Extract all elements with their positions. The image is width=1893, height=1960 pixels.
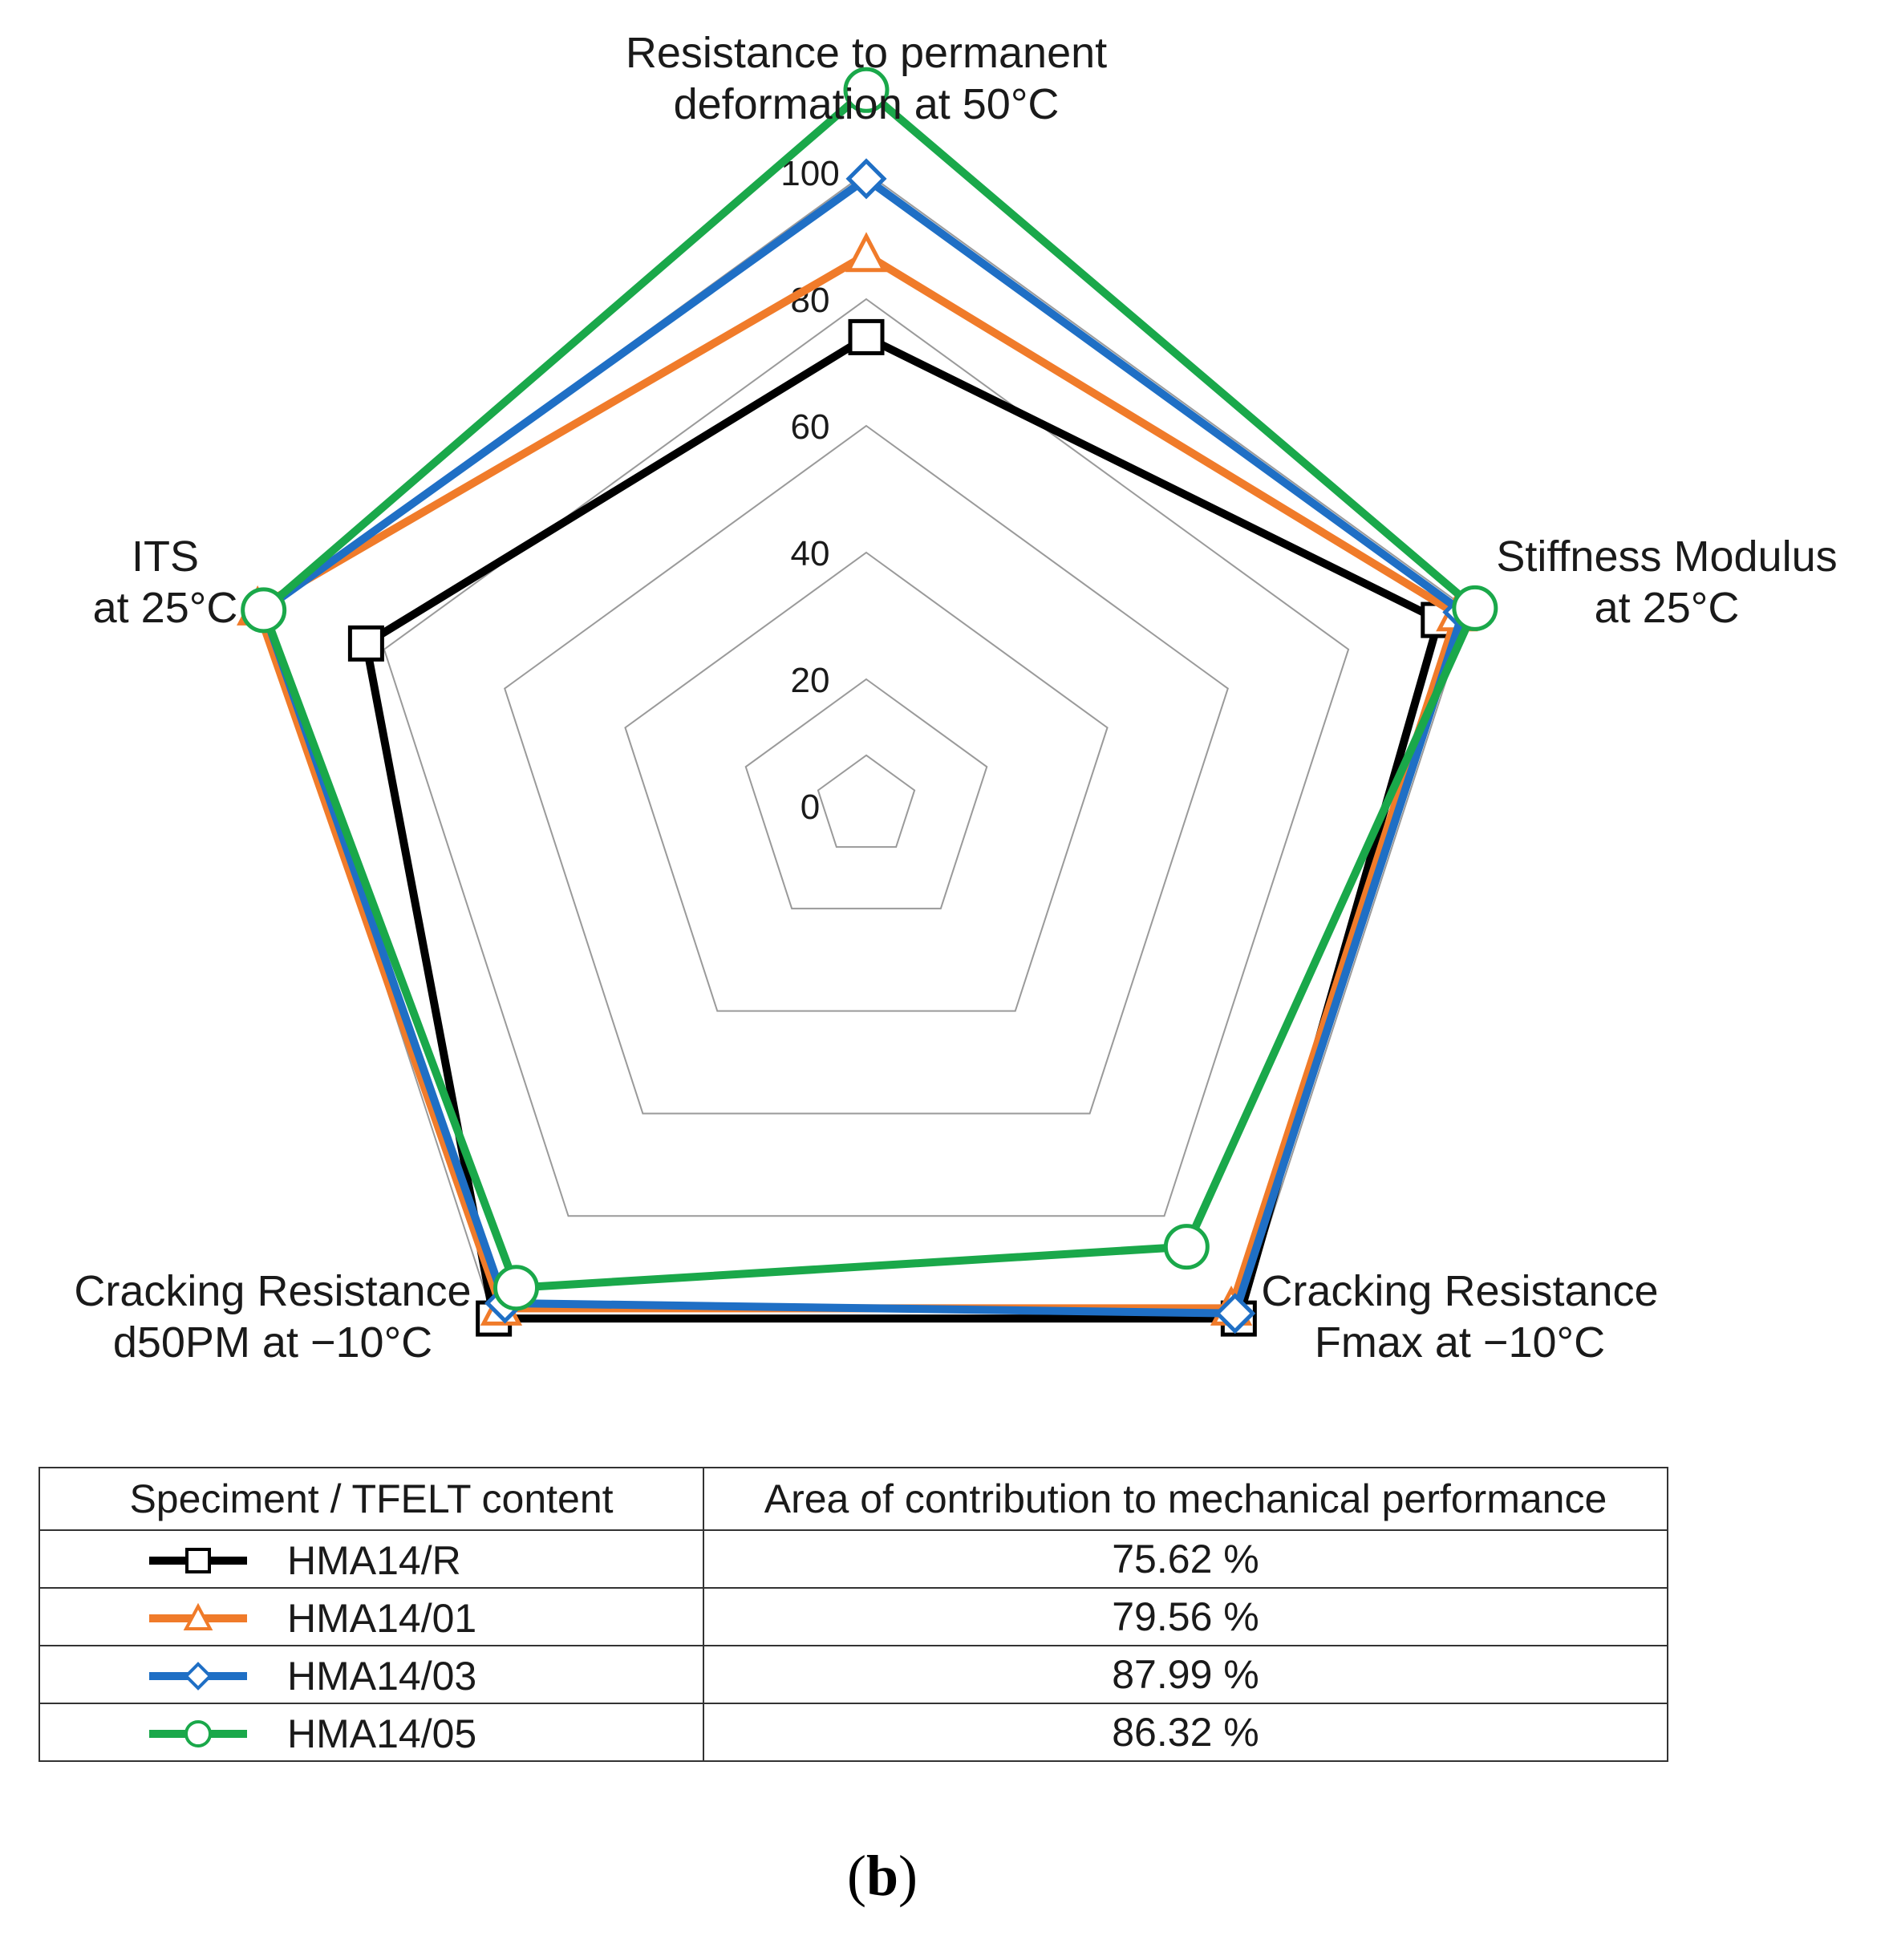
legend-name: HMA14/R: [287, 1537, 461, 1583]
marker-diamond: [845, 158, 887, 200]
legend-header-row: Speciment / TFELT content Area of contri…: [39, 1467, 1668, 1531]
gridline-60: [504, 424, 1229, 1115]
header-specimen: Speciment / TFELT content: [39, 1467, 704, 1531]
legend-area-value: 86.32 %: [703, 1703, 1668, 1762]
legend-row-hma14-03: HMA14/03 87.99 %: [39, 1645, 1668, 1704]
marker-circle: [1163, 1224, 1210, 1270]
figure-caption: (b): [0, 1843, 1765, 1909]
legend-cell-specimen: HMA14/01: [39, 1587, 704, 1646]
axis-label: at 25°C: [93, 584, 238, 632]
legend-area-value: 75.62 %: [703, 1529, 1668, 1589]
axis-label: d50PM at −10°C: [113, 1318, 432, 1367]
legend-name: HMA14/01: [287, 1595, 477, 1641]
marker-square: [347, 625, 384, 662]
legend-swatch-marker-square: [185, 1547, 211, 1573]
gridline-80: [383, 298, 1350, 1217]
legend-swatch-svg: [149, 1547, 247, 1573]
legend-table: Speciment / TFELT content Area of contri…: [39, 1467, 1668, 1762]
gridline-0: [817, 754, 916, 848]
legend-cell-specimen: HMA14/R: [39, 1529, 704, 1589]
marker-square: [848, 318, 885, 355]
tick-label: 0: [801, 788, 820, 827]
legend-swatch-svg: [149, 1719, 247, 1747]
tick-label: 20: [791, 661, 830, 700]
tick-label: 60: [791, 407, 830, 447]
tick-label: 40: [791, 534, 830, 573]
legend-swatch-marker-triangle: [183, 1602, 213, 1630]
legend-name: HMA14/03: [287, 1653, 477, 1699]
axis-label: at 25°C: [1595, 584, 1740, 632]
legend-area-value: 79.56 %: [703, 1587, 1668, 1646]
legend-cell-specimen: HMA14/03: [39, 1645, 704, 1704]
legend-swatch-svg: [149, 1602, 247, 1630]
series-HMA14/05: [241, 67, 1498, 1311]
legend-swatch-marker-circle: [184, 1719, 212, 1747]
series-line: [258, 84, 1480, 1292]
series-line: [361, 332, 1444, 1323]
caption-close: ): [898, 1844, 918, 1908]
marker-circle: [493, 1265, 540, 1311]
marker-circle: [843, 67, 890, 113]
axis-label: ITS: [132, 533, 199, 581]
axis-label: Resistance to permanent: [626, 29, 1107, 77]
axis-label: Fmax at −10°C: [1315, 1318, 1605, 1367]
legend-swatch-svg: [149, 1662, 247, 1691]
legend-swatch-triangle: [146, 1602, 250, 1634]
legend-swatch-circle: [146, 1718, 250, 1750]
legend-swatch-diamond: [146, 1660, 250, 1692]
series-line: [258, 173, 1468, 1318]
marker-circle: [1452, 585, 1498, 631]
gridline-20: [744, 678, 988, 909]
marker-circle: [241, 587, 287, 634]
legend-row-hma14-05: HMA14/05 86.32 %: [39, 1703, 1668, 1762]
marker-triangle: [845, 232, 888, 273]
legend-swatch-marker-diamond: [184, 1662, 213, 1691]
legend-area-value: 87.99 %: [703, 1645, 1668, 1704]
axis-label: Stiffness Modulus: [1496, 533, 1837, 581]
legend-name: HMA14/05: [287, 1711, 477, 1756]
series-line: [253, 249, 1462, 1313]
marker-diamond: [1214, 1293, 1256, 1334]
gridline-40: [624, 551, 1109, 1012]
axis-label: Cracking Resistance: [1261, 1267, 1658, 1315]
axis-label: Cracking Resistance: [74, 1267, 471, 1315]
header-area: Area of contribution to mechanical perfo…: [703, 1467, 1668, 1531]
axis-label: deformation at 50°C: [674, 80, 1060, 128]
legend-row-hma14-01: HMA14/01 79.56 %: [39, 1587, 1668, 1646]
caption-open: (: [846, 1844, 866, 1908]
legend-cell-specimen: HMA14/05: [39, 1703, 704, 1762]
caption-letter: b: [865, 1844, 899, 1908]
legend-swatch-square: [146, 1545, 250, 1577]
legend-row-hma14-r: HMA14/R 75.62 %: [39, 1529, 1668, 1589]
